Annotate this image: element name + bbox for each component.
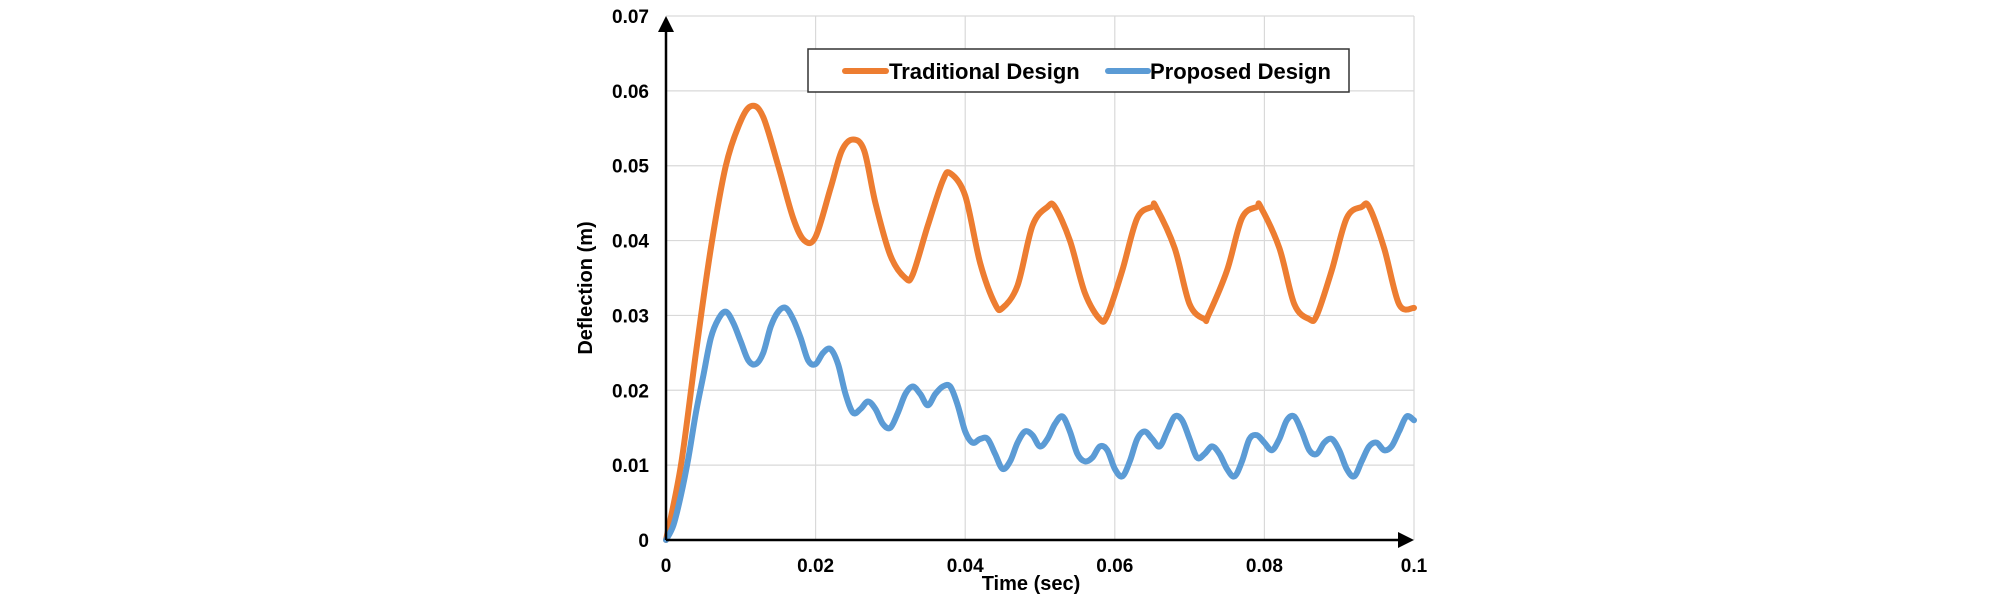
x-tick-label: 0.08 — [1246, 556, 1283, 577]
x-axis-title: Time (sec) — [982, 573, 1081, 595]
y-tick-label: 0.02 — [612, 381, 649, 402]
x-tick-label: 0 — [661, 556, 672, 577]
y-tick-label: 0 — [638, 531, 649, 552]
series-line-traditional — [663, 102, 1417, 543]
y-tick-label: 0.07 — [612, 7, 649, 28]
series-line-proposed — [663, 304, 1417, 543]
y-tick-label: 0.04 — [612, 232, 649, 253]
y-tick-label: 0.03 — [612, 306, 649, 327]
legend: Traditional Design Proposed Design — [807, 48, 1350, 93]
y-tick-label: 0.06 — [612, 82, 649, 103]
x-tick-label: 0.02 — [797, 556, 834, 577]
y-tick-label: 0.05 — [612, 157, 649, 178]
legend-label-proposed: Proposed Design — [1150, 59, 1331, 84]
series-layer — [663, 102, 1417, 543]
y-tick-label: 0.01 — [612, 456, 649, 477]
x-tick-label: 0.1 — [1401, 556, 1428, 577]
y-axis-title: Deflection (m) — [575, 221, 597, 354]
gridlines — [666, 15, 1415, 540]
x-tick-label: 0.04 — [947, 556, 984, 577]
axes — [658, 16, 1414, 548]
x-axis-arrow — [1398, 532, 1414, 548]
legend-frame — [807, 48, 1350, 93]
legend-label-traditional: Traditional Design — [889, 59, 1080, 84]
y-axis-arrow — [658, 16, 674, 32]
x-tick-label: 0.06 — [1096, 556, 1133, 577]
tick-labels: 0 0.01 0.02 0.03 0.04 0.05 0.06 0.07 0 0.02 0.04 0.… — [612, 7, 1428, 577]
